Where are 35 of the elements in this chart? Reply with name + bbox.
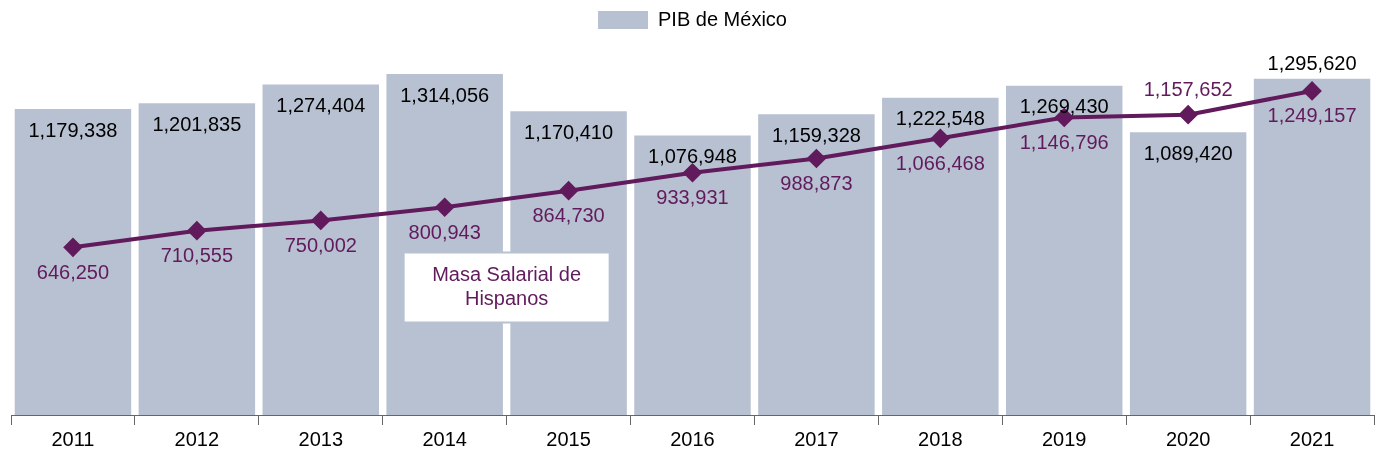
x-tick-label: 2016	[670, 427, 715, 450]
data-label: 1,159,328	[771, 123, 861, 146]
data-label: 710,555	[160, 244, 234, 267]
data-label: 750,002	[284, 233, 357, 256]
x-tick-label: 2017	[794, 427, 839, 450]
data-label: 1,314,056	[400, 83, 490, 106]
x-tick-label: 2013	[298, 427, 344, 450]
data-label: 933,931	[656, 186, 729, 209]
x-tick-label: 2018	[918, 427, 963, 450]
data-label: 1,170,410	[524, 120, 614, 143]
legend-label: PIB de México	[658, 7, 787, 30]
data-label: 1,201,835	[152, 112, 242, 135]
x-tick-label: 2011	[51, 427, 95, 450]
data-label: 1,269,430	[1019, 95, 1109, 118]
x-tick-label: 2019	[1041, 427, 1087, 450]
data-label: 1,295,620	[1267, 52, 1357, 75]
data-label: 864,730	[532, 204, 605, 227]
data-label: 1,146,796	[1019, 131, 1109, 153]
x-tick-label: 2021	[1289, 427, 1335, 450]
x-tick-label: 2015	[546, 427, 591, 450]
data-label: 1,066,468	[895, 151, 985, 174]
x-tick-label: 2020	[1165, 427, 1211, 450]
text: Masa Salarial de Hispanos	[432, 263, 582, 310]
data-label: 800,943	[408, 220, 481, 243]
data-label: 1,249,157	[1267, 104, 1357, 127]
data-label: 1,089,420	[1143, 141, 1233, 164]
data-label: 1,179,338	[28, 118, 118, 141]
data-label: 1,222,548	[895, 107, 985, 130]
x-tick-label: 2014	[422, 427, 467, 450]
data-label: 1,157,652	[1143, 78, 1233, 101]
data-label: 988,873	[780, 171, 853, 194]
data-label: 1,076,948	[648, 145, 737, 168]
x-tick-label: 2012	[174, 427, 220, 450]
data-label: 1,274,404	[276, 93, 366, 116]
data-label: 646,250	[36, 260, 110, 283]
